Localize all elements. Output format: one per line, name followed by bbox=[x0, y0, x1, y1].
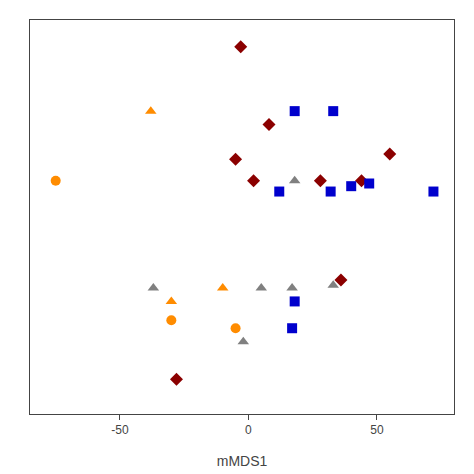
svg-text:0: 0 bbox=[245, 423, 252, 437]
svg-text:-50: -50 bbox=[111, 423, 129, 437]
svg-text:mMDS1: mMDS1 bbox=[217, 453, 268, 469]
svg-text:50: 50 bbox=[370, 423, 384, 437]
